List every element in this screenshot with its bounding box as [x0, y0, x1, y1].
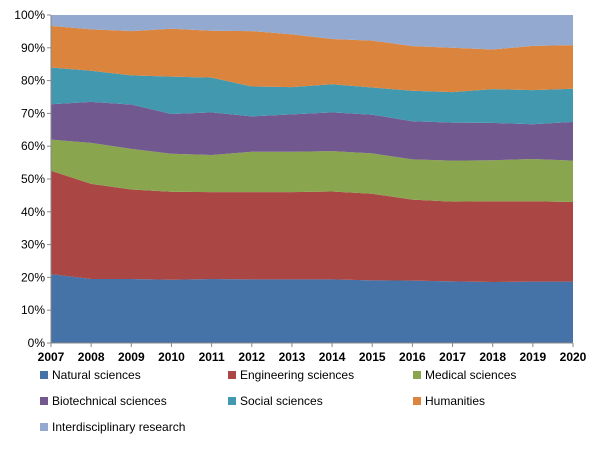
y-tick-label: 20%	[21, 270, 45, 284]
legend-label: Engineering sciences	[240, 368, 355, 382]
y-tick-label: 60%	[21, 139, 45, 153]
x-tick-label: 2013	[279, 350, 306, 364]
x-tick-label: 2015	[359, 350, 386, 364]
legend-item-engineering-sciences: Engineering sciences	[228, 368, 354, 382]
x-axis: 2007 2008 2009 2010 2011 2012 2013 2014 2015 2016…	[38, 343, 587, 364]
area-engineering-sciences	[51, 170, 573, 282]
legend-swatch	[413, 371, 421, 379]
legend-swatch	[40, 397, 48, 405]
area-biotechnical-sciences	[51, 101, 573, 161]
legend-item-humanities: Humanities	[413, 394, 485, 408]
x-tick-label: 2010	[158, 350, 185, 364]
x-tick-label: 2008	[78, 350, 105, 364]
area-medical-sciences	[51, 139, 573, 202]
legend-item-interdisciplinary-research: Interdisciplinary research	[40, 420, 185, 434]
area-social-sciences	[51, 67, 573, 125]
legend-item-social-sciences: Social sciences	[228, 394, 323, 408]
x-tick-label: 2019	[519, 350, 546, 364]
legend-swatch	[40, 423, 48, 431]
legend-swatch	[413, 397, 421, 405]
legend-swatch	[228, 371, 236, 379]
y-tick-label: 30%	[21, 238, 45, 252]
x-tick-label: 2012	[238, 350, 265, 364]
x-tick-label: 2011	[199, 350, 225, 364]
legend-label: Natural sciences	[52, 368, 141, 382]
x-tick-label: 2017	[439, 350, 466, 364]
area-natural-sciences	[51, 274, 573, 343]
area-humanities	[51, 25, 573, 93]
legend-item-medical-sciences: Medical sciences	[413, 368, 516, 382]
plot-area-series	[51, 15, 573, 343]
area-interdisciplinary-research	[51, 15, 573, 50]
y-axis: 0% 10% 20% 30% 40% 50% 60% 70% 80% 90% 100%	[14, 8, 51, 350]
y-tick-label: 100%	[14, 8, 45, 22]
x-tick-label: 2007	[38, 350, 65, 364]
x-tick-label: 2016	[399, 350, 426, 364]
y-tick-label: 10%	[21, 303, 45, 317]
y-tick-label: 80%	[21, 74, 45, 88]
x-tick-label: 2018	[479, 350, 506, 364]
legend-label: Social sciences	[240, 394, 323, 408]
x-tick-label: 2014	[319, 350, 346, 364]
legend-swatch	[228, 397, 236, 405]
legend-label: Humanities	[425, 394, 486, 408]
y-tick-label: 50%	[21, 172, 45, 186]
legend-item-biotechnical-sciences: Biotechnical sciences	[40, 394, 167, 408]
x-tick-label: 2009	[118, 350, 145, 364]
y-tick-label: 0%	[28, 336, 46, 350]
stacked-area-chart: 0%10%20%30%40%50%60%70%80%90%100% 2007 20…	[14, 8, 587, 364]
y-tick-label: 40%	[21, 205, 45, 219]
legend-swatch	[40, 371, 48, 379]
legend-label: Interdisciplinary research	[52, 420, 186, 434]
y-tick-label: 90%	[21, 41, 45, 55]
legend-item-natural-sciences: Natural sciences	[40, 368, 141, 382]
x-tick-label: 2020	[560, 350, 587, 364]
legend-label: Biotechnical sciences	[52, 394, 167, 408]
legend-label: Medical sciences	[425, 368, 517, 382]
y-tick-label: 70%	[21, 106, 45, 120]
